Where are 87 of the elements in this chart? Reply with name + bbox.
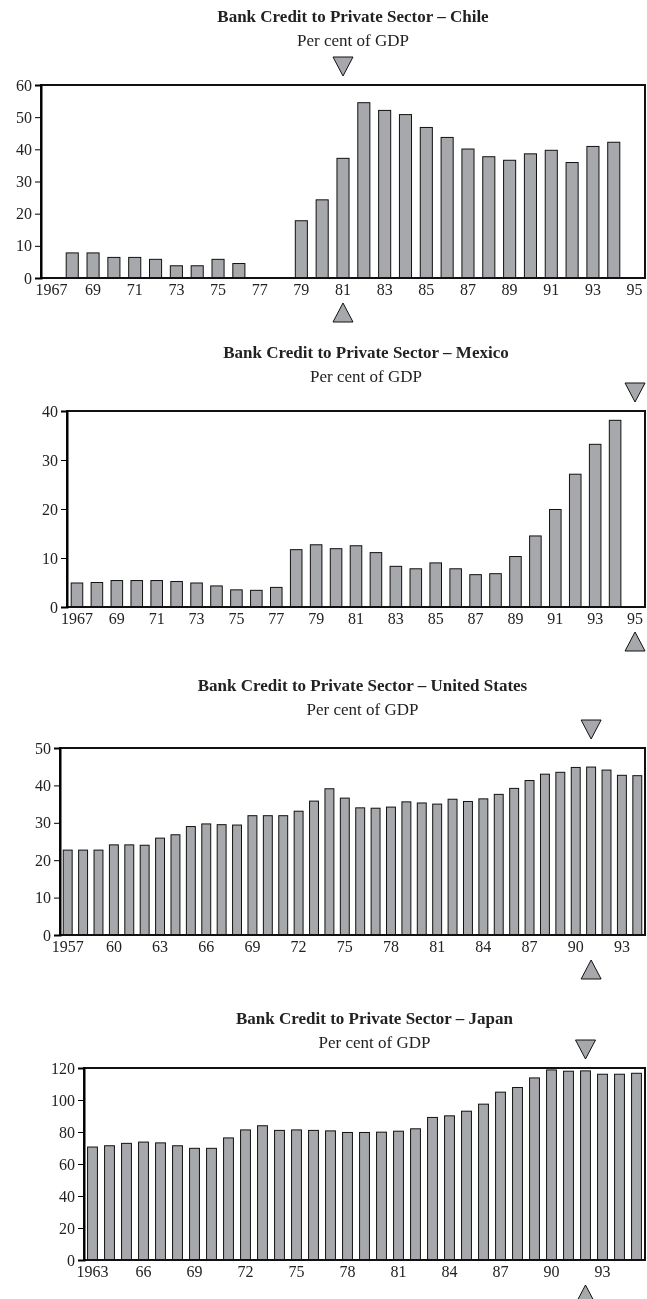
x-tick-label: 75 [228, 610, 245, 628]
x-tick-label: 87 [467, 610, 484, 628]
x-tick-label: 71 [148, 610, 165, 628]
x-tick-label: 69 [85, 281, 102, 299]
y-tick-label: 0 [24, 269, 32, 287]
x-tick-label: 84 [475, 938, 492, 956]
x-tick-label: 91 [543, 281, 560, 299]
y-tick-label: 0 [50, 598, 58, 616]
x-tick-label: 78 [339, 1263, 356, 1281]
y-tick-label: 10 [42, 549, 58, 567]
x-tick-label: 93 [584, 281, 601, 299]
y-tick-label: 30 [16, 173, 32, 191]
x-tick-label: 81 [390, 1263, 407, 1281]
y-tick-label: 30 [42, 451, 58, 469]
x-tick-label: 83 [376, 281, 393, 299]
x-tick-label: 66 [135, 1263, 152, 1281]
y-tick-label: 60 [59, 1155, 75, 1173]
x-tick-label: 73 [188, 610, 205, 628]
x-tick-label: 78 [382, 938, 399, 956]
x-tick-label: 93 [613, 938, 630, 956]
y-tick-label: 0 [67, 1251, 75, 1269]
x-tick-label: 75 [336, 938, 353, 956]
x-tick-label: 77 [251, 281, 268, 299]
x-tick-label: 69 [186, 1263, 203, 1281]
chart-subtitle: Per cent of GDP [318, 1033, 431, 1052]
x-tick-label: 85 [418, 281, 435, 299]
x-tick-label: 87 [459, 281, 476, 299]
x-tick-label: 77 [268, 610, 285, 628]
x-tick-label: 73 [168, 281, 185, 299]
x-tick-label: 93 [594, 1263, 611, 1281]
x-tick-label: 89 [507, 610, 524, 628]
chart-title: Bank Credit to Private Sector – Japan [235, 1009, 514, 1028]
x-tick-label: 72 [290, 938, 307, 956]
y-tick-label: 10 [16, 237, 32, 255]
y-tick-label: 80 [59, 1123, 75, 1141]
x-tick-label: 79 [308, 610, 325, 628]
x-tick-label: 85 [427, 610, 444, 628]
y-tick-label: 100 [51, 1091, 75, 1109]
x-tick-label: 66 [198, 938, 215, 956]
x-tick-label: 81 [348, 610, 364, 628]
x-tick-label: 1963 [76, 1263, 109, 1281]
x-tick-label: 95 [627, 610, 644, 628]
x-tick-label: 83 [387, 610, 404, 628]
x-tick-label: 60 [105, 938, 122, 956]
x-tick-label: 1957 [51, 938, 84, 956]
x-tick-label: 75 [210, 281, 227, 299]
chart-title: Bank Credit to Private Sector – Mexico [223, 343, 509, 362]
chart-subtitle: Per cent of GDP [306, 700, 419, 719]
x-tick-label: 91 [547, 610, 564, 628]
x-tick-label: 81 [429, 938, 446, 956]
x-tick-label: 69 [244, 938, 261, 956]
x-tick-label: 89 [501, 281, 518, 299]
y-tick-label: 40 [42, 402, 58, 420]
y-tick-label: 50 [16, 108, 32, 126]
y-tick-label: 120 [51, 1059, 75, 1077]
x-tick-label: 87 [492, 1263, 509, 1281]
chart-subtitle: Per cent of GDP [310, 367, 422, 386]
chart-title: Bank Credit to Private Sector – United States [197, 676, 528, 695]
x-tick-label: 72 [237, 1263, 254, 1281]
chart-subtitle: Per cent of GDP [297, 31, 409, 50]
x-tick-label: 1967 [60, 610, 93, 628]
y-tick-label: 30 [35, 814, 51, 832]
y-tick-label: 20 [35, 851, 51, 869]
x-tick-label: 1967 [35, 281, 68, 299]
x-tick-label: 79 [293, 281, 310, 299]
x-tick-label: 87 [521, 938, 538, 956]
x-tick-label: 95 [626, 281, 643, 299]
chart-title: Bank Credit to Private Sector – Chile [217, 7, 490, 26]
y-tick-label: 50 [35, 739, 51, 757]
y-tick-label: 20 [16, 205, 32, 223]
x-tick-label: 90 [543, 1263, 560, 1281]
y-tick-label: 20 [42, 500, 58, 518]
y-tick-label: 0 [43, 926, 51, 944]
y-tick-label: 40 [16, 140, 32, 158]
y-tick-label: 40 [35, 777, 51, 795]
x-tick-label: 93 [587, 610, 604, 628]
x-tick-label: 75 [288, 1263, 305, 1281]
x-tick-label: 84 [441, 1263, 458, 1281]
y-tick-label: 10 [35, 889, 51, 907]
x-tick-label: 81 [335, 281, 351, 299]
y-tick-label: 60 [16, 76, 32, 94]
x-tick-label: 71 [126, 281, 143, 299]
y-tick-label: 40 [59, 1187, 75, 1205]
x-tick-label: 90 [567, 938, 584, 956]
x-tick-label: 63 [152, 938, 169, 956]
y-tick-label: 20 [59, 1219, 75, 1237]
x-tick-label: 69 [108, 610, 125, 628]
